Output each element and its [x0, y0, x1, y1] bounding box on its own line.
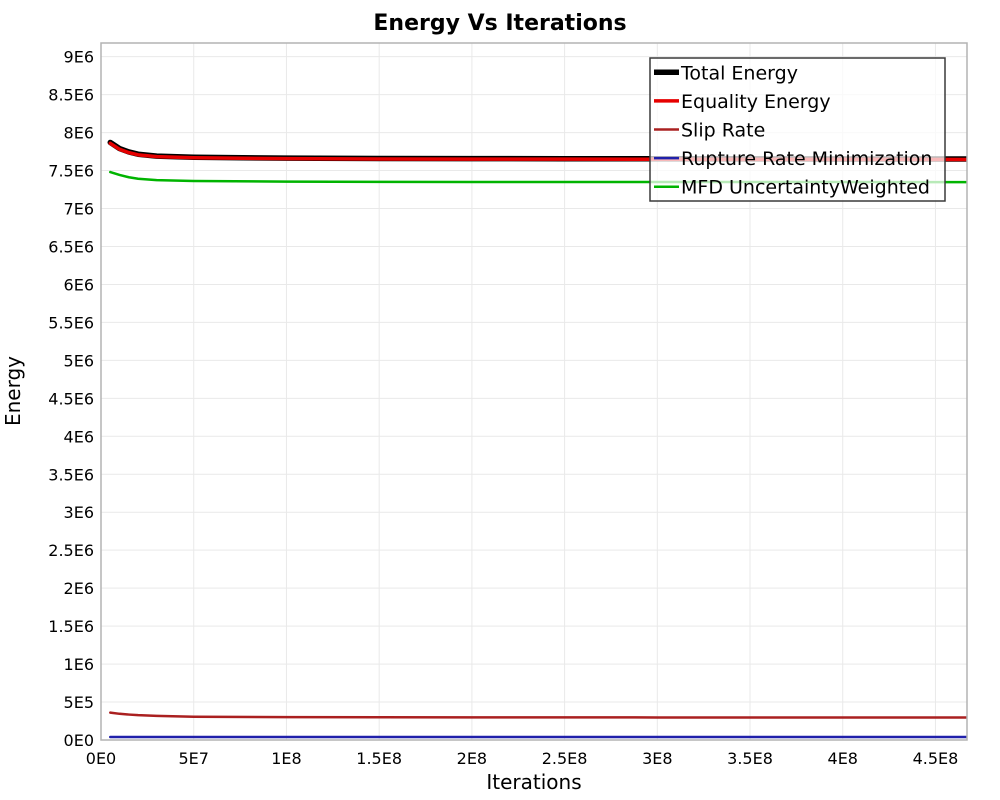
y-tick-label: 1E6 [64, 655, 94, 674]
y-tick-label: 4E6 [64, 427, 94, 446]
y-tick-label: 8E6 [64, 124, 94, 143]
legend-label-total-energy: Total Energy [680, 62, 798, 84]
y-tick-label: 3E6 [64, 503, 94, 522]
series-line-slip-rate [109, 711, 967, 719]
x-tick-label: 3.5E8 [727, 749, 773, 768]
plot-border [100, 42, 968, 741]
legend: Total Energy Equality Energy Slip Rate Rupt… [649, 57, 946, 202]
legend-label-rupture-rate-minimization: Rupture Rate Minimization [681, 148, 932, 170]
legend-label-mfd-uncertaintyweighted: MFD UncertaintyWeighted [681, 177, 930, 199]
y-tick-label: 5.5E6 [48, 313, 94, 332]
x-tick-label: 1E8 [271, 749, 301, 768]
y-tick-label: 7.5E6 [48, 162, 94, 181]
y-tick-label: 8.5E6 [48, 86, 94, 105]
y-axis-label: Energy [1, 356, 25, 426]
y-tick-label: 7E6 [64, 200, 94, 219]
chart-title: Energy Vs Iterations [373, 11, 626, 36]
y-tick-label: 2.5E6 [48, 541, 94, 560]
legend-box [649, 57, 946, 202]
y-tick-label: 0E0 [64, 731, 94, 750]
y-tick-label: 1.5E6 [48, 617, 94, 636]
y-tick-label: 4.5E6 [48, 389, 94, 408]
x-tick-label: 5E7 [178, 749, 208, 768]
y-tick-label: 5E6 [64, 351, 94, 370]
y-tick-label: 5E5 [64, 693, 94, 712]
x-tick-label: 3E8 [642, 749, 672, 768]
y-axis-tick-labels: 0E0 5E5 1E6 1.5E6 2E6 2.5E6 3E6 3.5E6 4E6 4.5E6 5E… [48, 48, 94, 750]
x-axis-tick-labels: 0E0 5E7 1E8 1.5E8 2E8 2.5E8 3E8 3.5E8 4E8 4.5E8 [86, 749, 959, 768]
y-tick-label: 9E6 [64, 48, 94, 67]
x-tick-label: 2.5E8 [542, 749, 588, 768]
legend-label-slip-rate: Slip Rate [681, 120, 765, 142]
x-tick-label: 0E0 [86, 749, 116, 768]
y-tick-label: 6.5E6 [48, 237, 94, 256]
x-tick-label: 4.5E8 [913, 749, 959, 768]
legend-label-equality-energy: Equality Energy [681, 91, 831, 113]
x-tick-label: 1.5E8 [356, 749, 402, 768]
x-tick-label: 4E8 [828, 749, 858, 768]
x-tick-label: 2E8 [457, 749, 487, 768]
x-axis-label: Iterations [486, 770, 581, 794]
gridlines [101, 43, 967, 740]
y-tick-label: 6E6 [64, 275, 94, 294]
y-tick-label: 2E6 [64, 579, 94, 598]
y-tick-label: 3.5E6 [48, 465, 94, 484]
